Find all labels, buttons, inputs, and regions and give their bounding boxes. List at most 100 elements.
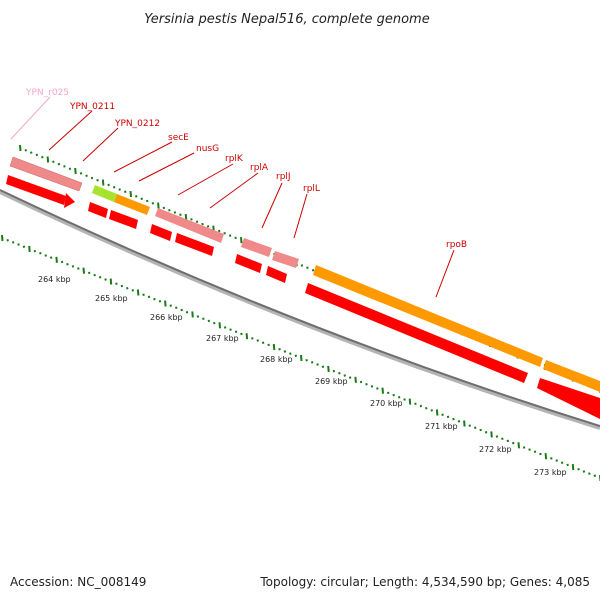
minor-tick <box>131 289 134 292</box>
cds-arrow[interactable] <box>175 233 214 256</box>
orange-block[interactable] <box>543 360 600 392</box>
cds-arrow[interactable] <box>88 202 108 218</box>
gene-block[interactable] <box>241 238 272 257</box>
minor-tick <box>278 348 281 351</box>
minor-tick <box>397 396 401 399</box>
minor-tick <box>168 208 171 212</box>
minor-tick <box>256 339 259 342</box>
gene-label-ypn-0212[interactable]: YPN_0212 <box>114 119 160 129</box>
cds-arrow[interactable] <box>266 266 287 283</box>
minor-tick <box>140 197 143 200</box>
major-tick <box>164 300 167 307</box>
cds-track-lower <box>6 175 600 419</box>
major-tick <box>136 289 140 296</box>
major-tick <box>74 167 77 175</box>
gene-label-rpll[interactable]: rplL <box>303 184 320 194</box>
scale-label: 264 kbp <box>38 275 71 284</box>
gene-label-rpla[interactable]: rplA <box>250 163 269 173</box>
major-tick <box>82 267 85 274</box>
minor-tick <box>169 304 172 307</box>
gene-labels: YPN_r025 YPN_0211 YPN_0212 secE nusG rpl… <box>10 88 467 298</box>
minor-tick <box>180 308 183 312</box>
major-tick <box>129 191 132 198</box>
gene-block[interactable] <box>272 251 299 268</box>
cds-arrow[interactable] <box>109 210 138 229</box>
minor-tick <box>207 319 211 323</box>
cds-arrow[interactable] <box>235 254 262 273</box>
minor-tick <box>588 472 591 475</box>
minor-tick <box>196 315 200 318</box>
minor-tick <box>49 256 53 259</box>
major-tick <box>55 256 58 263</box>
minor-tick <box>311 268 315 272</box>
minor-tick <box>104 278 107 281</box>
gene-label-rplj[interactable]: rplJ <box>276 172 291 182</box>
minor-tick <box>414 402 417 406</box>
scale-label: 272 kbp <box>479 445 512 454</box>
major-tick <box>300 354 303 362</box>
orange-block[interactable] <box>114 194 150 215</box>
major-tick <box>517 442 520 449</box>
minor-tick <box>533 450 537 454</box>
genome-backbone <box>0 190 600 430</box>
leader-line <box>10 96 51 140</box>
cds-arrow[interactable] <box>305 283 528 383</box>
minor-tick <box>77 267 80 270</box>
major-tick <box>218 322 221 329</box>
minor-tick <box>213 321 216 325</box>
gene-label-ypn-r025[interactable]: YPN_r025 <box>25 88 69 98</box>
minor-tick <box>118 188 121 191</box>
minor-tick <box>17 243 20 246</box>
major-tick <box>571 464 575 471</box>
orange-block[interactable] <box>313 265 543 367</box>
minor-tick <box>22 245 26 248</box>
minor-tick <box>223 326 227 329</box>
gene-label-nusg[interactable]: nusG <box>196 144 219 154</box>
major-tick <box>490 431 493 438</box>
minor-tick <box>93 273 96 277</box>
minor-tick <box>321 365 325 368</box>
minor-tick <box>555 459 558 462</box>
gene-block[interactable] <box>9 156 83 192</box>
minor-tick <box>206 225 210 228</box>
gene-label-ypn-0211[interactable]: YPN_0211 <box>69 102 115 112</box>
minor-tick <box>512 441 515 445</box>
cds-arrow[interactable] <box>6 175 66 205</box>
gene-label-sece[interactable]: secE <box>168 133 189 143</box>
leader-line <box>82 127 119 162</box>
page-title: Yersinia pestis Nepal516, complete genom… <box>144 12 429 27</box>
minor-tick <box>41 155 44 159</box>
leader-line <box>177 163 234 196</box>
major-tick <box>327 365 330 372</box>
minor-tick <box>566 463 569 467</box>
minor-tick <box>419 404 423 408</box>
minor-tick <box>251 337 254 340</box>
major-tick <box>435 409 439 416</box>
gene-label-rpob[interactable]: rpoB <box>446 240 467 250</box>
minor-tick <box>539 452 542 456</box>
minor-tick <box>283 350 287 353</box>
gene-label-rplk[interactable]: rplK <box>225 154 244 164</box>
minor-tick <box>392 393 395 397</box>
minor-tick <box>577 468 580 471</box>
cds-arrow-head <box>64 193 75 208</box>
gene-block[interactable] <box>155 208 224 243</box>
minor-tick <box>24 149 27 152</box>
minor-tick <box>365 382 368 386</box>
minor-tick <box>332 369 336 373</box>
minor-tick <box>522 446 526 449</box>
minor-tick <box>11 241 15 244</box>
cds-arrow[interactable] <box>150 224 172 241</box>
minor-tick <box>430 409 433 412</box>
rrna-block[interactable] <box>92 185 117 202</box>
minor-tick <box>124 190 127 194</box>
minor-tick <box>338 372 341 375</box>
minor-tick <box>223 232 226 235</box>
minor-tick <box>457 420 461 423</box>
minor-tick <box>60 260 64 264</box>
minor-tick <box>501 437 504 440</box>
minor-tick <box>202 317 205 320</box>
minor-tick <box>387 391 390 395</box>
cds-arrow[interactable] <box>537 378 600 419</box>
minor-tick <box>147 295 151 299</box>
